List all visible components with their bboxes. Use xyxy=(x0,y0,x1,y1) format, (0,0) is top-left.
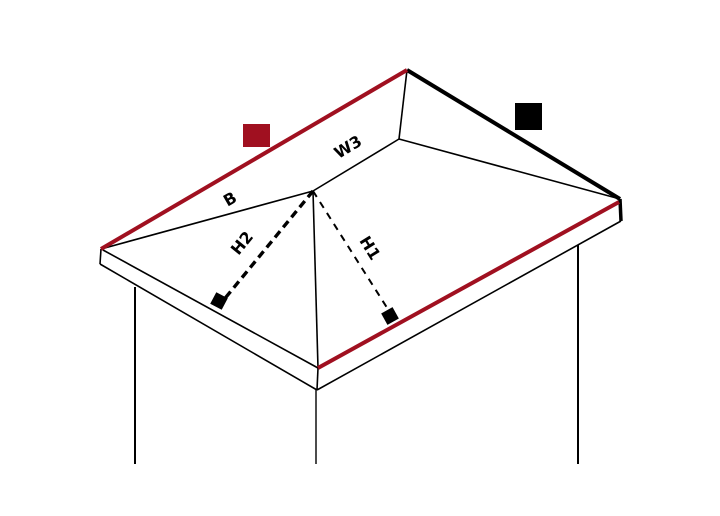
red-highlight-swatch xyxy=(243,124,270,147)
label-b: B xyxy=(220,188,240,211)
eave-edge-bottom-right-red-highlight xyxy=(317,200,620,370)
right-angle-marker-h2 xyxy=(210,292,228,310)
eave-edge-bottom-left xyxy=(102,249,319,369)
fascia-bottom-edge-right xyxy=(316,220,622,391)
ridge-line xyxy=(312,138,400,192)
hip-rafter-top xyxy=(398,69,408,140)
label-h2: H2 xyxy=(227,227,257,258)
hip-rafter-front xyxy=(312,190,319,369)
black-highlight-swatch xyxy=(515,103,542,130)
right-angle-marker-h1 xyxy=(381,307,399,325)
hip-rafter-left xyxy=(100,190,314,250)
dimension-line-h1 xyxy=(312,190,392,315)
fascia-corner-edge-front xyxy=(316,367,319,391)
fascia-bottom-edge-left xyxy=(99,263,318,391)
eave-edge-top-right-black-highlight xyxy=(405,68,622,201)
dimension-line-h2 xyxy=(220,189,315,304)
fascia-corner-edge-right-black-highlight xyxy=(618,198,623,222)
fascia-corner-edge-left xyxy=(99,248,102,265)
label-h1: H1 xyxy=(355,233,384,264)
hip-rafter-right xyxy=(398,138,621,200)
label-w3: W3 xyxy=(331,131,365,162)
eave-edge-top-left-red-highlight xyxy=(99,68,409,251)
